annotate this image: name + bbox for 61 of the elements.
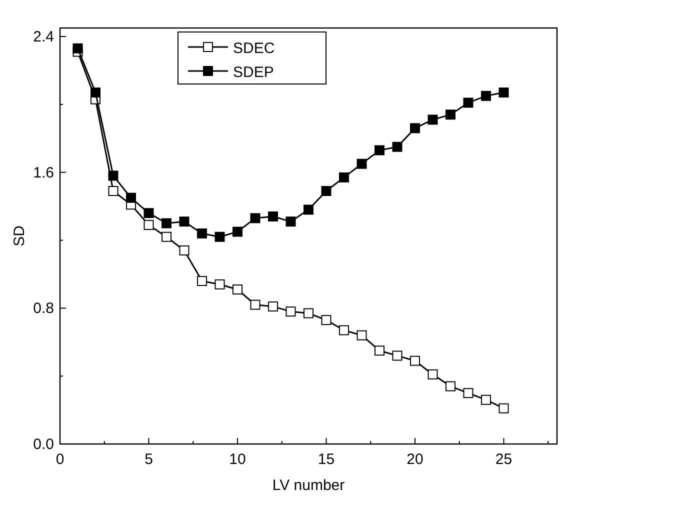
point (498, 403, 509, 414)
x-tick-label: 0 (56, 451, 64, 468)
x-tick-label: 10 (229, 451, 246, 468)
point (162, 232, 172, 242)
point (392, 350, 402, 361)
x-tick-label: 20 (406, 451, 424, 468)
point (481, 394, 491, 405)
y-tick-label: 0.8 (33, 300, 54, 318)
point (108, 170, 118, 181)
x-tick-label: 5 (144, 451, 153, 468)
point (179, 245, 190, 256)
y-tick-label: 0.0 (33, 436, 54, 453)
point (144, 220, 154, 230)
point (90, 88, 100, 98)
point (428, 369, 438, 380)
y-tick-label: 1.6 (33, 164, 54, 182)
point (321, 186, 332, 196)
x-axis-title: LV number (272, 477, 345, 494)
point (374, 346, 384, 356)
point (286, 216, 296, 227)
point (446, 381, 456, 392)
y-axis-title: SD (11, 225, 28, 246)
point (304, 204, 314, 215)
point (463, 98, 474, 108)
point (179, 216, 190, 227)
point (268, 211, 278, 222)
point (428, 114, 438, 125)
point (392, 142, 402, 152)
point (481, 90, 491, 101)
point (126, 192, 136, 203)
legend-label: SDEC (233, 40, 275, 57)
point (232, 284, 242, 294)
point (339, 325, 349, 336)
point (162, 218, 172, 228)
point (498, 88, 509, 98)
point (463, 388, 474, 398)
point (446, 110, 456, 120)
y-tick-label: 2.4 (33, 28, 54, 46)
point (197, 276, 207, 286)
point (197, 228, 207, 238)
point (250, 213, 260, 224)
point (108, 186, 118, 196)
point (72, 43, 83, 54)
legend-label: SDEP (233, 64, 274, 81)
point (410, 356, 420, 366)
point (214, 279, 225, 290)
point (356, 158, 367, 169)
x-tick-label: 15 (318, 451, 335, 468)
point (144, 208, 154, 218)
point (250, 300, 260, 310)
point (410, 123, 420, 134)
point (268, 301, 278, 312)
point (339, 172, 349, 182)
x-tick-label: 25 (495, 451, 512, 468)
point (304, 308, 314, 318)
point (232, 226, 242, 237)
point (321, 315, 332, 326)
point (214, 232, 225, 242)
point (374, 145, 384, 156)
point (286, 306, 296, 317)
point (356, 330, 367, 340)
